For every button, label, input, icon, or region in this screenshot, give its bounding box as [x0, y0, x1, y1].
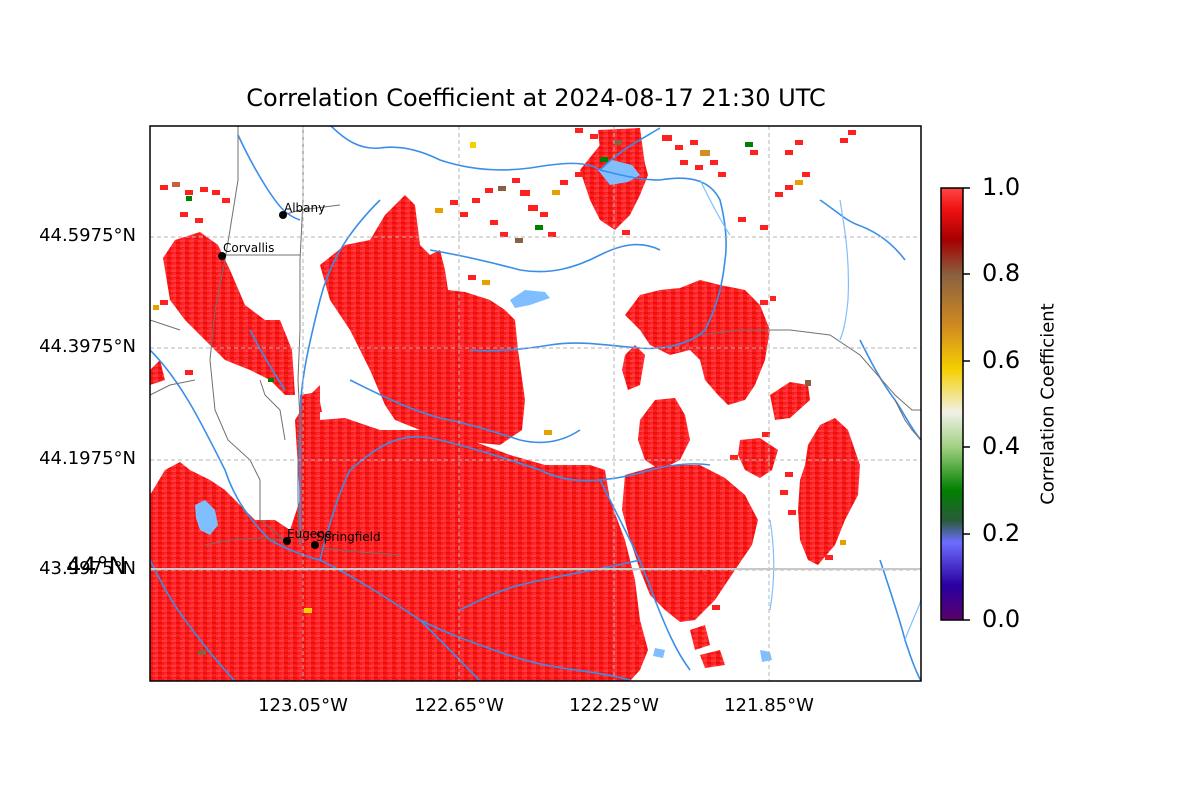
y-tick-label: 44.5975°N: [39, 225, 136, 246]
rivers: [150, 126, 921, 681]
x-tick-label: 122.25°W: [569, 695, 659, 716]
colorbar-tick-label: 0.0: [982, 605, 1021, 633]
colorbar-tick-label: 0.2: [982, 519, 1021, 547]
y-tick-label: 44.3975°N: [39, 336, 136, 357]
overlapping-lat-label: 44°N: [66, 552, 127, 580]
scattered-echo-cells: [153, 128, 856, 655]
city-marker-albany: [279, 211, 287, 219]
colorbar-title: Correlation Coefficient: [1037, 303, 1059, 505]
x-tick-label: 121.85°W: [724, 695, 814, 716]
city-markers: Albany Corvallis Eugene Springfield: [218, 201, 381, 549]
colorbar-tick-label: 1.0: [982, 173, 1021, 201]
city-label-springfield: Springfield: [316, 530, 381, 544]
x-tick-label: 123.05°W: [258, 695, 348, 716]
roads: [150, 126, 921, 556]
y-tick-label: 44.1975°N: [39, 448, 136, 469]
colorbar: [940, 187, 964, 621]
colorbar-ticks: [963, 187, 970, 621]
city-label-corvallis: Corvallis: [223, 241, 274, 255]
city-label-eugene: Eugene: [287, 527, 332, 541]
map-frame: [149, 125, 922, 682]
city-marker-springfield: [311, 541, 319, 549]
city-label-albany: Albany: [284, 201, 325, 215]
y-tick-label: 43.9975°N: [39, 558, 136, 579]
lakes: [195, 160, 772, 662]
x-tick-label: 122.65°W: [414, 695, 504, 716]
radar-echoes: [150, 128, 860, 681]
city-marker-corvallis: [218, 252, 226, 260]
light-rivers: [699, 179, 921, 641]
colorbar-tick-label: 0.6: [982, 346, 1021, 374]
colorbar-tick-label: 0.4: [982, 432, 1021, 460]
figure-title: Correlation Coefficient at 2024-08-17 21…: [246, 84, 826, 112]
city-marker-eugene: [283, 537, 291, 545]
colorbar-tick-label: 0.8: [982, 259, 1021, 287]
